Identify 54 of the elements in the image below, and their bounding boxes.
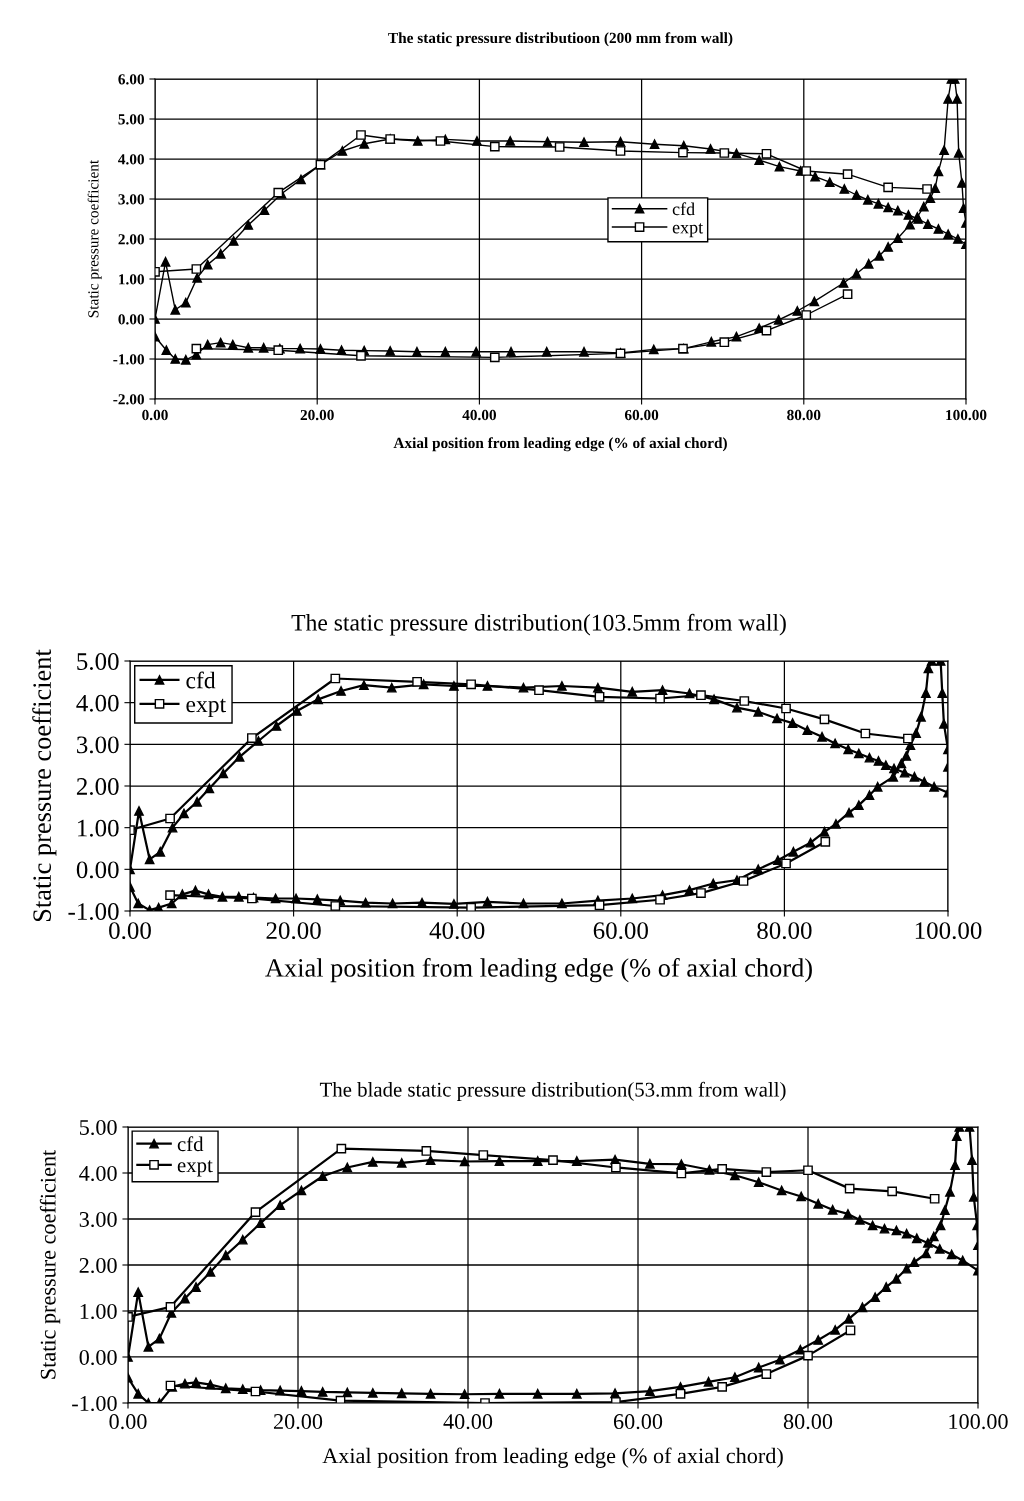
x-tick-label: 80.00 (757, 922, 812, 940)
x-axis-title: Axial position from leading edge (% of axial chord) (393, 437, 727, 452)
legend-label: expt (186, 698, 226, 718)
x-tick-label: 80.00 (787, 409, 821, 421)
y-tick-label: 4.00 (79, 1165, 117, 1182)
x-tick-label: 60.00 (613, 1414, 663, 1430)
chart-title: The static pressure distribution(103.5mm from wall) (291, 613, 786, 636)
x-tick-label: 80.00 (783, 1414, 833, 1430)
x-tick-label: 20.00 (300, 409, 334, 421)
x-tick-label: 40.00 (443, 1414, 493, 1430)
y-tick-label: 6.00 (118, 74, 144, 85)
y-tick-label: 0.00 (118, 314, 144, 325)
y-tick-label: 3.00 (118, 194, 144, 205)
y-tick-label: 0.00 (76, 861, 119, 879)
y-tick-label: -1.00 (68, 903, 119, 921)
x-tick-label: 60.00 (624, 409, 659, 421)
legend-label: cfd (186, 671, 216, 689)
y-tick-label: 1.00 (78, 819, 119, 837)
legend-label: cfd (177, 1136, 204, 1152)
y-axis-title: Static pressure coefficient (87, 159, 102, 318)
x-axis-title: Axial position from leading edge (% of axial chord) (322, 1447, 783, 1468)
y-tick-label: 1.00 (80, 1303, 117, 1320)
x-tick-label: 60.00 (593, 922, 648, 940)
x-tick-label: 100.00 (915, 922, 982, 940)
y-tick-label: -1.00 (72, 1395, 117, 1412)
x-tick-label: 20.00 (273, 1414, 323, 1430)
y-tick-label: 1.00 (119, 274, 144, 285)
x-tick-label: 40.00 (462, 409, 497, 421)
x-tick-label: 0.00 (142, 409, 168, 421)
y-tick-label: 5.00 (77, 653, 119, 671)
y-tick-label: -2.00 (113, 394, 144, 405)
legend-label: expt (672, 223, 704, 238)
y-tick-label: 2.00 (79, 1257, 117, 1274)
y-tick-label: 3.00 (77, 736, 119, 754)
y-tick-label: 2.00 (118, 234, 144, 245)
y-tick-label: 4.00 (76, 694, 119, 712)
chart-title: The blade static pressure distribution(53.mm from wall) (319, 1081, 786, 1101)
y-tick-label: 5.00 (79, 1119, 117, 1136)
y-tick-label: -1.00 (113, 354, 144, 365)
x-tick-label: 100.00 (949, 1414, 1008, 1430)
x-axis-title: Axial position from leading edge (% of axial chord) (265, 957, 812, 983)
y-axis-title: Static pressure coefficient (39, 1149, 61, 1379)
legend-label: cfd (672, 202, 695, 216)
x-tick-label: 20.00 (266, 922, 321, 940)
legend-label: expt (177, 1160, 213, 1177)
y-tick-label: 3.00 (79, 1211, 117, 1228)
y-axis-title: Static pressure coefficient (32, 649, 57, 922)
chart-title: The static pressure distributioon (200 mm from wall) (388, 32, 733, 47)
y-tick-label: 2.00 (76, 778, 119, 796)
x-tick-label: 40.00 (429, 922, 485, 940)
y-tick-label: 0.00 (79, 1349, 117, 1366)
y-tick-label: 4.00 (118, 154, 144, 165)
y-tick-label: 5.00 (118, 114, 144, 125)
x-tick-label: 100.00 (946, 409, 987, 421)
